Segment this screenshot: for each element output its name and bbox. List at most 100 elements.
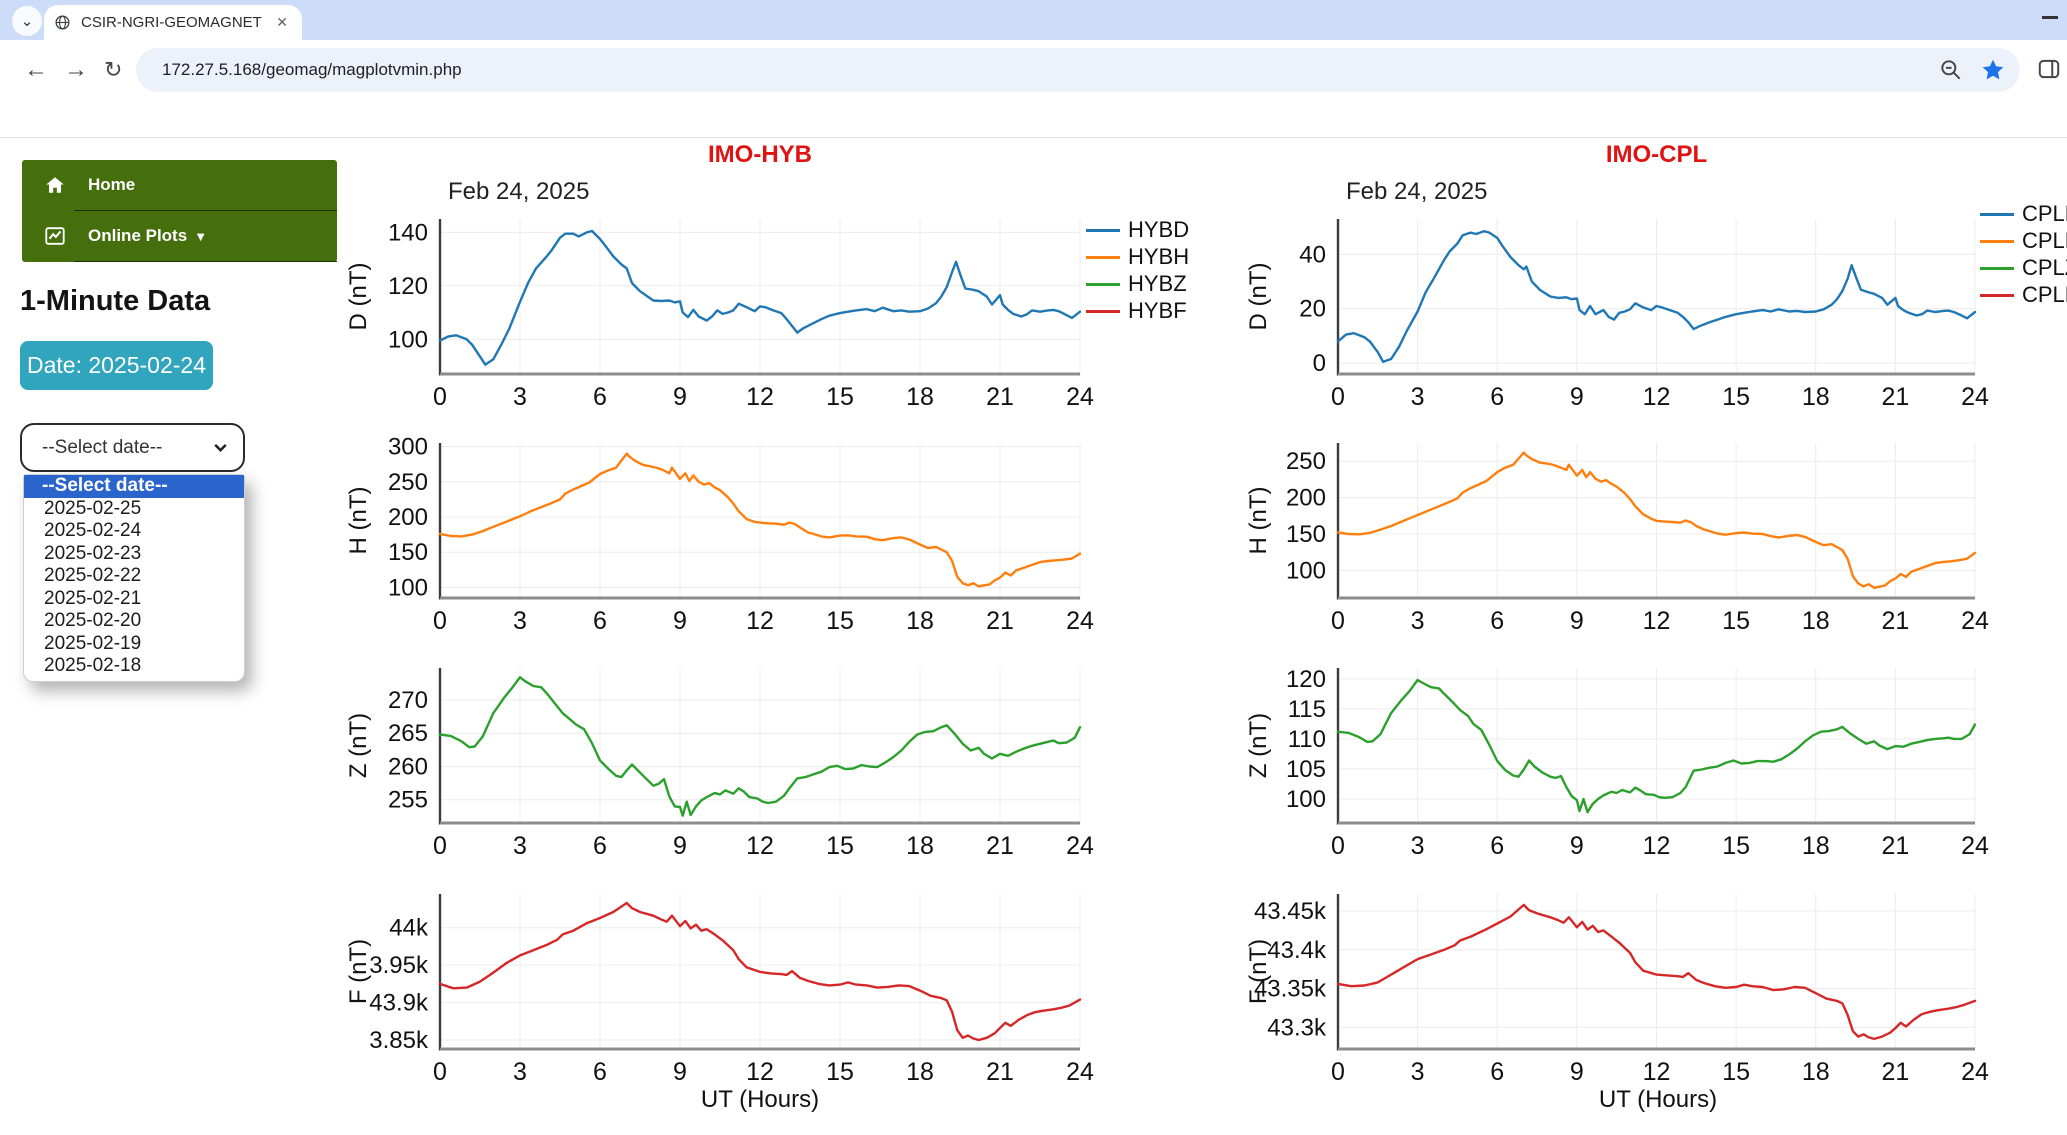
svg-text:H (nT): H (nT) (1245, 487, 1272, 555)
date-option[interactable]: --Select date-- (24, 475, 244, 498)
svg-text:105: 105 (1286, 756, 1326, 783)
date-option[interactable]: 2025-02-20 (44, 610, 142, 631)
forward-icon[interactable]: → (64, 56, 88, 83)
svg-text:0: 0 (1331, 832, 1345, 860)
svg-text:9: 9 (1570, 1058, 1584, 1086)
date-button[interactable]: Date: 2025-02-24 (20, 341, 213, 390)
svg-text:9: 9 (673, 1058, 687, 1086)
globe-favicon-icon (54, 14, 71, 31)
page-divider (0, 137, 2067, 138)
legend-swatch-icon (1980, 212, 2014, 216)
svg-text:0: 0 (1331, 1058, 1345, 1086)
svg-text:300: 300 (388, 434, 428, 461)
legend-item-cpld[interactable]: CPLD (1980, 201, 2067, 226)
chart-date-annotation: Feb 24, 2025 (1346, 178, 1488, 205)
x-axis-title: UT (Hours) (1598, 1086, 1718, 1113)
svg-text:120: 120 (1286, 666, 1326, 693)
legend-label: CPLD (2022, 201, 2067, 226)
svg-text:6: 6 (593, 383, 607, 411)
sidebar-item-label: Home (88, 175, 136, 194)
column-title-imo-cpl: IMO-CPL (1605, 141, 1708, 168)
svg-text:H (nT): H (nT) (345, 487, 372, 555)
svg-text:9: 9 (673, 607, 687, 635)
legend-item-cplz[interactable]: CPLZ (1980, 255, 2067, 280)
svg-text:255: 255 (388, 787, 428, 814)
svg-text:43.3k: 43.3k (1267, 1014, 1327, 1041)
legend-imo-cpl: CPLDCPLHCPLZCPLF (1980, 201, 2067, 307)
legend-item-hybf[interactable]: HYBF (1086, 298, 1189, 323)
svg-text:3: 3 (1411, 607, 1425, 635)
svg-text:24: 24 (1961, 607, 1989, 635)
date-option[interactable]: 2025-02-25 (44, 497, 142, 519)
legend-imo-hyb: HYBD HYBH HYBZ HYBF (1086, 217, 1190, 323)
legend-swatch-icon (1980, 239, 2014, 243)
sidebar-item-online-plots[interactable]: Online Plots ▼ (22, 211, 337, 261)
svg-text:100: 100 (1286, 557, 1326, 584)
x-axis-title: UT (Hours) (700, 1086, 820, 1113)
svg-text:43.35k: 43.35k (1254, 976, 1327, 1003)
chart-hyb-h: 100 150 200 250 300 0 3 6 9 12 15 18 21 24 H (nT) (345, 434, 1094, 635)
svg-text:6: 6 (593, 832, 607, 860)
date-select[interactable]: --Select date-- (20, 423, 245, 472)
chart-hyb-z: 255 260 265 270 0 3 6 9 12 15 18 21 24 Z (nT) (345, 668, 1094, 860)
bookmark-star-icon[interactable] (1980, 57, 2006, 83)
date-option[interactable]: 2025-02-22 (44, 565, 142, 586)
menu-separator (74, 210, 337, 211)
tab-search-chevron-icon[interactable]: ⌄ (12, 6, 42, 36)
back-icon[interactable]: ← (24, 56, 48, 83)
svg-text:9: 9 (1570, 383, 1584, 411)
svg-text:9: 9 (673, 383, 687, 411)
svg-text:20: 20 (1299, 296, 1326, 323)
svg-text:0: 0 (1331, 607, 1345, 635)
date-option[interactable]: 2025-02-19 (44, 632, 142, 654)
svg-text:3.85k: 3.85k (369, 1027, 429, 1054)
svg-text:18: 18 (1802, 1058, 1830, 1086)
date-option[interactable]: 2025-02-23 (44, 542, 142, 564)
legend-item-cplh[interactable]: CPLH (1980, 228, 2067, 253)
svg-text:24: 24 (1066, 383, 1094, 411)
address-bar[interactable]: 172.27.5.168/geomag/magplotvmin.php (136, 48, 2020, 92)
legend-item-hybd[interactable]: HYBD (1086, 217, 1189, 242)
svg-text:44k: 44k (389, 915, 429, 942)
svg-text:24: 24 (1066, 1058, 1094, 1086)
legend-swatch-icon (1980, 293, 2014, 297)
reload-icon[interactable]: ↻ (104, 57, 123, 82)
date-dropdown-list: --Select date-- 2025-02-25 2025-02-24 2025-… (23, 474, 245, 682)
date-option[interactable]: 2025-02-24 (44, 520, 142, 541)
svg-text:6: 6 (1490, 383, 1504, 411)
legend-swatch-icon (1086, 282, 1120, 286)
svg-text:D (nT): D (nT) (345, 263, 372, 331)
legend-swatch-icon (1086, 255, 1120, 259)
legend-label: HYBH (1128, 244, 1190, 269)
svg-text:12: 12 (1643, 607, 1671, 635)
svg-text:0: 0 (433, 607, 447, 635)
svg-text:43.9k: 43.9k (369, 990, 429, 1017)
svg-text:12: 12 (1643, 832, 1671, 860)
svg-text:265: 265 (388, 720, 428, 747)
svg-text:3.95k: 3.95k (369, 952, 429, 979)
svg-text:18: 18 (906, 1058, 934, 1086)
svg-text:15: 15 (1722, 832, 1750, 860)
svg-text:F (nT): F (nT) (345, 939, 372, 1004)
menu-separator (74, 261, 337, 262)
sidebar-item-home[interactable]: Home (22, 160, 337, 210)
svg-text:18: 18 (906, 832, 934, 860)
svg-text:21: 21 (1881, 832, 1909, 860)
legend-item-hybh[interactable]: HYBH (1086, 244, 1190, 269)
svg-text:3: 3 (513, 832, 527, 860)
svg-text:15: 15 (1722, 1058, 1750, 1086)
svg-text:15: 15 (1722, 383, 1750, 411)
svg-text:18: 18 (1802, 383, 1830, 411)
minimize-button[interactable] (2042, 16, 2058, 19)
svg-text:0: 0 (433, 832, 447, 860)
zoom-icon[interactable] (1938, 57, 1964, 83)
date-option[interactable]: 2025-02-21 (44, 587, 142, 609)
legend-label: CPLZ (2022, 255, 2067, 280)
browser-tab[interactable]: CSIR-NGRI-GEOMAGNET ✕ (44, 5, 302, 40)
tab-close-icon[interactable]: ✕ (276, 14, 288, 30)
svg-text:6: 6 (1490, 1058, 1504, 1086)
side-panel-icon[interactable] (2036, 56, 2062, 82)
date-option[interactable]: 2025-02-18 (44, 655, 142, 676)
legend-item-hybz[interactable]: HYBZ (1086, 271, 1189, 296)
